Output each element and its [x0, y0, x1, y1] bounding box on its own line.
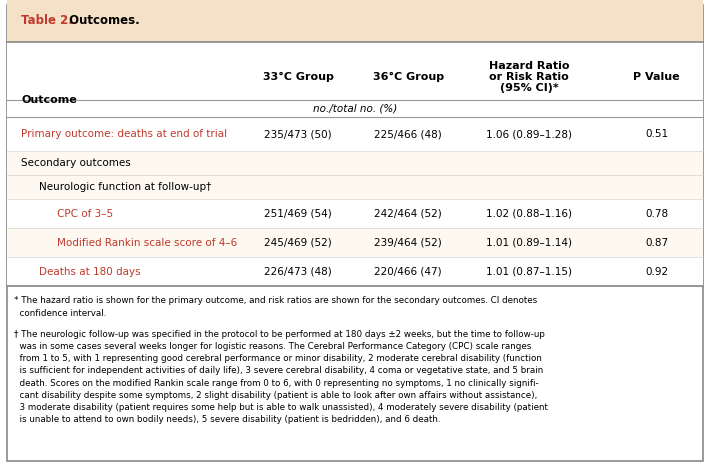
Text: 251/469 (54): 251/469 (54): [264, 209, 332, 219]
Bar: [7, 42, 703, 117]
Text: 1.01 (0.89–1.14): 1.01 (0.89–1.14): [486, 238, 572, 248]
Text: CPC of 3–5: CPC of 3–5: [57, 209, 113, 219]
Bar: [7, 151, 703, 175]
Text: 239/464 (52): 239/464 (52): [374, 238, 442, 248]
Text: † The neurologic follow-up was specified in the protocol to be performed at 180 : † The neurologic follow-up was specified…: [14, 330, 548, 424]
Text: Hazard Ratio: Hazard Ratio: [488, 61, 569, 71]
Text: P Value: P Value: [633, 72, 680, 82]
Text: 33°C Group: 33°C Group: [263, 72, 334, 82]
Text: 1.01 (0.87–1.15): 1.01 (0.87–1.15): [486, 267, 572, 277]
Text: 0.92: 0.92: [645, 267, 668, 277]
Text: Outcome: Outcome: [21, 95, 77, 105]
Text: 225/466 (48): 225/466 (48): [374, 129, 442, 139]
Text: 0.87: 0.87: [645, 238, 668, 248]
Text: Primary outcome: deaths at end of trial: Primary outcome: deaths at end of trial: [21, 129, 227, 139]
Text: 235/473 (50): 235/473 (50): [264, 129, 332, 139]
Text: Table 2.: Table 2.: [21, 14, 73, 27]
Text: 226/473 (48): 226/473 (48): [264, 267, 332, 277]
Text: 245/469 (52): 245/469 (52): [264, 238, 332, 248]
Text: 220/466 (47): 220/466 (47): [374, 267, 442, 277]
Text: * The hazard ratio is shown for the primary outcome, and risk ratios are shown f: * The hazard ratio is shown for the prim…: [14, 296, 537, 317]
Text: 1.02 (0.88–1.16): 1.02 (0.88–1.16): [486, 209, 572, 219]
Bar: [7, 199, 703, 228]
Text: Neurologic function at follow-up†: Neurologic function at follow-up†: [39, 182, 212, 192]
Text: Secondary outcomes: Secondary outcomes: [21, 158, 131, 168]
Text: no./total no. (%): no./total no. (%): [313, 104, 397, 114]
Text: 1.06 (0.89–1.28): 1.06 (0.89–1.28): [486, 129, 572, 139]
Bar: [7, 117, 703, 151]
Text: 36°C Group: 36°C Group: [373, 72, 444, 82]
Text: (95% CI)*: (95% CI)*: [500, 82, 558, 93]
Bar: [7, 175, 703, 199]
Bar: [7, 0, 703, 42]
Text: Outcomes.: Outcomes.: [65, 14, 140, 27]
Text: Modified Rankin scale score of 4–6: Modified Rankin scale score of 4–6: [57, 238, 237, 248]
Text: Deaths at 180 days: Deaths at 180 days: [39, 267, 141, 277]
Bar: [7, 257, 703, 286]
Text: 242/464 (52): 242/464 (52): [374, 209, 442, 219]
Text: 0.78: 0.78: [645, 209, 668, 219]
Text: or Risk Ratio: or Risk Ratio: [489, 72, 569, 82]
Bar: [7, 228, 703, 257]
Text: 0.51: 0.51: [645, 129, 668, 139]
